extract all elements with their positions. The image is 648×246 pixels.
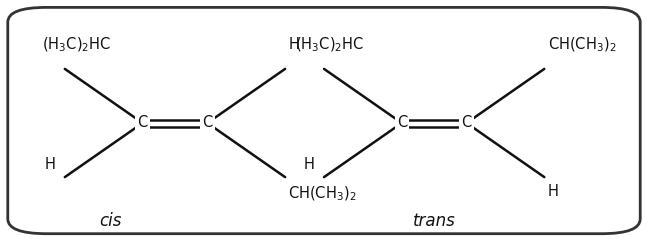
Text: C: C — [397, 116, 407, 130]
Text: H: H — [548, 184, 559, 200]
Text: C: C — [202, 116, 213, 130]
Text: H: H — [288, 37, 299, 52]
Text: (H$_3$C)$_2$HC: (H$_3$C)$_2$HC — [42, 36, 111, 54]
Text: CH(CH$_3$)$_2$: CH(CH$_3$)$_2$ — [548, 36, 616, 54]
Text: C: C — [461, 116, 472, 130]
Text: H: H — [303, 157, 314, 172]
Text: CH(CH$_3$)$_2$: CH(CH$_3$)$_2$ — [288, 184, 357, 203]
FancyBboxPatch shape — [8, 7, 640, 234]
Text: H: H — [44, 157, 55, 172]
Text: cis: cis — [99, 212, 121, 231]
Text: (H$_3$C)$_2$HC: (H$_3$C)$_2$HC — [295, 36, 364, 54]
Text: trans: trans — [413, 212, 456, 231]
Text: C: C — [137, 116, 148, 130]
